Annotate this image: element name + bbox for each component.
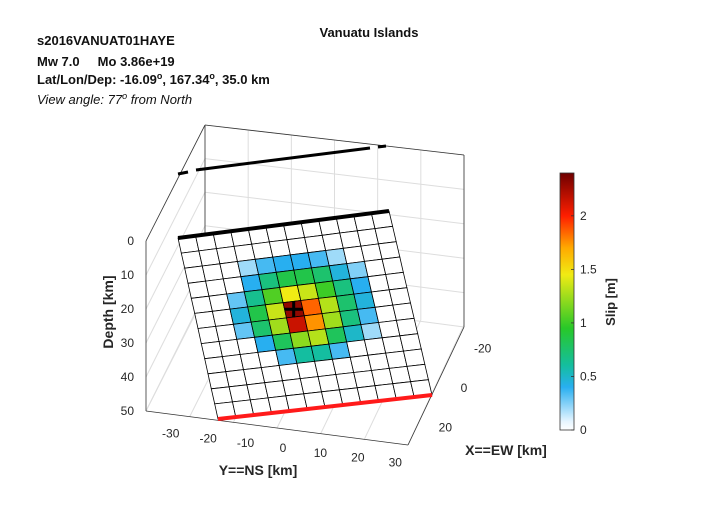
axes-edge (145, 410, 409, 446)
event-id: s2016VANUAT01HAYE (37, 33, 175, 48)
colorbar-bar (559, 172, 575, 431)
fault-cell (395, 317, 419, 337)
axis-ticks: 0 10 20 30 40 50 -30 -20 -10 0 10 20 30 -20 0 20 (121, 234, 492, 470)
fault-cell (388, 287, 411, 306)
fault-cell (392, 302, 415, 321)
fault-cell (221, 354, 244, 373)
fault-top-edge (177, 209, 390, 240)
hypocenter-marker (284, 301, 303, 318)
x-tick-label: -20 (474, 342, 492, 356)
z-tick-label: 30 (121, 336, 135, 350)
grid-line (145, 158, 206, 276)
z-tick-label: 50 (121, 404, 135, 418)
fault-cell (403, 348, 426, 367)
axes-edge (145, 124, 206, 242)
colorbar-label: Slip [m] (603, 278, 618, 326)
fault-cell (374, 225, 397, 245)
fault-cell (381, 256, 404, 275)
fault-bottom-edge (217, 393, 433, 421)
fault-cell (200, 341, 223, 360)
colorbar-tick-label: 1.5 (580, 262, 597, 276)
y-tick-label: -10 (237, 436, 255, 450)
colorbar-tick-label: 2 (580, 209, 587, 223)
z-tick-label: 20 (121, 302, 135, 316)
x-axis-label: X==EW [km] (465, 442, 547, 458)
fault-cell (207, 371, 230, 390)
z-tick-label: 10 (121, 268, 135, 282)
y-tick-label: 30 (389, 456, 403, 470)
fault-cell (208, 293, 231, 312)
axes-edge (407, 326, 465, 446)
z-tick-label: 0 (127, 234, 134, 248)
surface-trace (377, 144, 387, 149)
y-axis-label: Y==NS [km] (219, 462, 298, 478)
y-tick-label: -20 (199, 431, 217, 445)
fault-plane (177, 209, 433, 421)
chart-title: Vanuatu Islands (320, 25, 419, 40)
fault-cell (378, 241, 401, 260)
x-tick-label: 0 (461, 381, 468, 395)
magnitude-line: Mw 7.0 Mo 3.86e+19 (37, 54, 175, 69)
view-angle-line: View angle: 77o from North (37, 91, 192, 107)
fault-cell (406, 363, 429, 383)
fault-cell (399, 333, 422, 352)
axes-edge (204, 124, 465, 156)
fault-cell (385, 271, 408, 291)
grid-line (145, 191, 206, 310)
y-tick-label: 10 (314, 446, 328, 460)
fault-cell (194, 310, 217, 329)
y-tick-label: -30 (162, 426, 180, 440)
colorbar-tick-label: 0.5 (580, 369, 597, 383)
y-tick-label: 0 (280, 441, 287, 455)
surface-trace (177, 170, 189, 176)
colorbar-tick-label: 0 (580, 423, 587, 437)
y-tick-label: 20 (351, 451, 365, 465)
surface-trace (195, 146, 371, 172)
z-tick-label: 40 (121, 370, 135, 384)
x-tick-label: 20 (439, 420, 453, 434)
location-line: Lat/Lon/Dep: -16.09o, 167.34o, 35.0 km (37, 71, 270, 87)
colorbar: 0 0.5 1 1.5 2 (559, 172, 597, 437)
z-axis-label: Depth [km] (100, 275, 116, 348)
colorbar-tick-label: 1 (580, 316, 587, 330)
